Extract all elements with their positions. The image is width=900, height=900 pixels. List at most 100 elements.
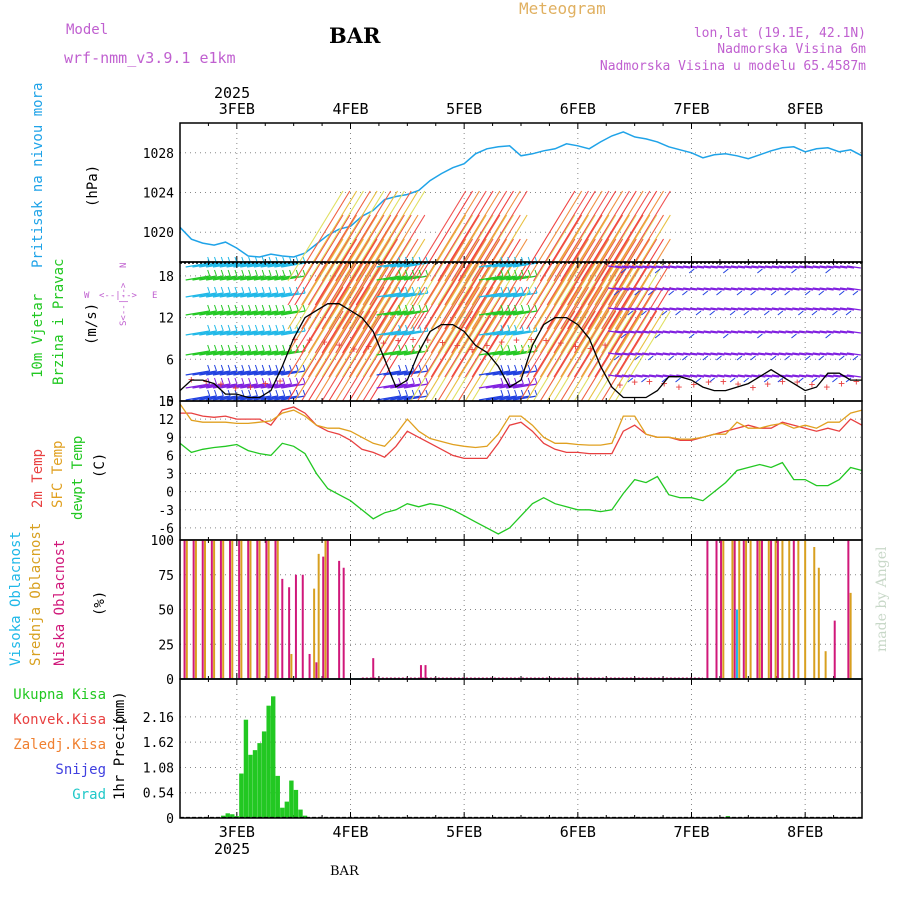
pressure-line (179, 131, 863, 258)
wind-barb (403, 383, 429, 389)
wind-barb (226, 350, 251, 356)
wind-barb (464, 190, 521, 282)
wind-barb (294, 214, 351, 306)
wind-marker: + (365, 340, 372, 353)
wind-barb (220, 364, 224, 372)
wind-barb (519, 286, 576, 378)
wind-barb (608, 374, 623, 378)
wind-barb (207, 364, 211, 372)
wind-barb (219, 330, 244, 336)
wind-marker: + (779, 375, 786, 388)
wind-barb (662, 352, 677, 356)
wind-barb (669, 307, 684, 311)
wind-barb (621, 265, 636, 269)
wind-barb (744, 287, 759, 291)
legend-grad: Grad (72, 787, 106, 803)
wind-barb (376, 370, 401, 376)
wind-barb (376, 330, 401, 336)
wind-barb (206, 350, 231, 356)
wind-barb (418, 364, 422, 372)
y-tick-label: 50 (158, 604, 174, 619)
wind-barb (282, 269, 286, 277)
wind-barb (683, 307, 698, 311)
wind-barb (485, 330, 510, 336)
wind-marker: + (587, 342, 594, 355)
cloud-mid-label: Srednja Oblacnost (28, 523, 44, 666)
wind-barb (506, 262, 531, 268)
wind-barb (512, 395, 538, 401)
wind-barb (261, 286, 265, 294)
wind-barb (404, 364, 408, 372)
compass-e: E (152, 291, 157, 301)
wind-barb (254, 304, 258, 312)
wind-barb (246, 292, 272, 298)
wind-barb (758, 307, 773, 311)
wind-barb (241, 377, 245, 385)
wind-barb (234, 269, 238, 277)
wind-barb (695, 310, 702, 316)
wind-barb (683, 287, 698, 291)
wind-barb (185, 310, 210, 316)
wind-barb (785, 287, 800, 291)
wind-barb (703, 287, 718, 291)
y-tick-label: 1024 (143, 187, 174, 202)
wind-barb (833, 287, 848, 291)
wind-barb (437, 286, 494, 378)
wind-barb (282, 324, 286, 332)
wind-barb (444, 190, 501, 282)
wind-barb (722, 333, 729, 339)
wind-barb (260, 330, 285, 336)
wind-barb (573, 286, 630, 378)
wind-barb (430, 214, 487, 306)
wind-barb (478, 310, 504, 316)
wind-barb (390, 275, 415, 281)
wind-barb (220, 377, 224, 385)
wind-barb (710, 287, 725, 291)
wind-barb (260, 370, 285, 376)
wind-barb (348, 214, 405, 306)
wind-barb (492, 370, 517, 376)
wind-barb (478, 350, 504, 356)
wind-barb (458, 310, 514, 402)
wind-barb (736, 290, 743, 296)
y-tick-label: 12 (158, 413, 174, 428)
wind-barb (417, 310, 474, 402)
wind-barb (546, 238, 603, 330)
wind-barb (307, 190, 364, 282)
wind-barb (519, 190, 576, 282)
wind-barb (710, 307, 725, 311)
wind-barb (763, 310, 770, 316)
wind-ylabel-2: Brzina i Pravac (51, 259, 67, 385)
wind-barb (485, 310, 510, 316)
wind-barb (514, 269, 518, 277)
wind-barb (614, 330, 630, 334)
wind-barb (506, 330, 531, 336)
wind-barb (260, 310, 285, 316)
wind-marker: + (823, 380, 830, 393)
wind-barb (560, 238, 617, 330)
wind-barb (328, 286, 385, 378)
wind-barb (478, 292, 504, 298)
wind-barb (295, 364, 299, 372)
wind-marker: + (661, 377, 668, 390)
wind-barb (267, 262, 292, 268)
wind-barb (398, 344, 402, 352)
wind-barb (342, 310, 399, 402)
wind-barb (241, 304, 245, 312)
wind-barb (458, 238, 514, 330)
wind-barb (192, 383, 217, 389)
wind-barb (220, 286, 224, 294)
date-label-bottom: 3FEB (219, 823, 255, 841)
wind-barb (703, 307, 718, 311)
wind-barb (220, 304, 224, 312)
wind-barb (648, 330, 664, 334)
wind-barb (669, 352, 684, 356)
wind-barb (744, 352, 759, 356)
wind-barb (185, 395, 210, 401)
wind-barb (628, 265, 643, 269)
wind-barb (642, 330, 657, 334)
wind-barb (736, 355, 743, 361)
wind-barb (675, 310, 681, 316)
y-tick-label: 9 (166, 431, 174, 446)
wind-barb (819, 265, 834, 269)
